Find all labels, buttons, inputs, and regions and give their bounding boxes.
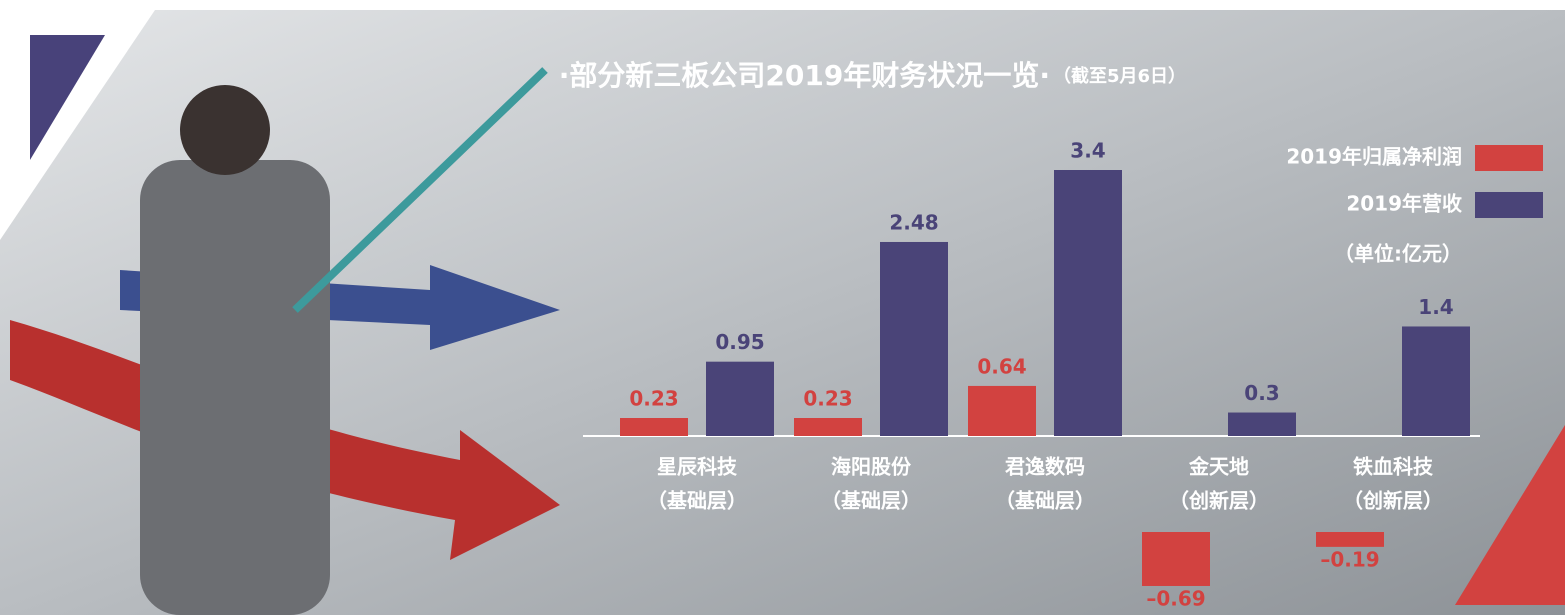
x-tick-label: 君逸数码 bbox=[1005, 455, 1085, 479]
x-tick-note: （基础层） bbox=[995, 489, 1095, 513]
bar bbox=[1228, 412, 1296, 436]
value-label: 0.23 bbox=[803, 387, 852, 411]
decor-roller bbox=[292, 67, 548, 313]
bar bbox=[794, 418, 862, 436]
value-label: 0.95 bbox=[715, 330, 764, 354]
legend-label: 2019年营收 bbox=[1346, 192, 1462, 216]
x-tick-label: 金天地 bbox=[1188, 455, 1249, 479]
chart-subtitle: （截至5月6日） bbox=[1053, 65, 1186, 87]
x-tick-note: （基础层） bbox=[821, 489, 921, 513]
bar bbox=[1142, 532, 1210, 586]
bar bbox=[1054, 170, 1122, 436]
x-tick-note: （创新层） bbox=[1169, 489, 1269, 513]
x-tick-label: 海阳股份 bbox=[831, 455, 912, 479]
value-label: 2.48 bbox=[889, 210, 938, 234]
value-label: 0.3 bbox=[1244, 381, 1279, 405]
unit-label: （单位:亿元） bbox=[1334, 242, 1462, 266]
value-label: 0.64 bbox=[977, 354, 1026, 378]
legend-swatch bbox=[1475, 145, 1543, 171]
value-label: 1.4 bbox=[1418, 295, 1453, 319]
value-label: –0.69 bbox=[1146, 586, 1205, 610]
bar bbox=[880, 241, 948, 436]
value-label: 3.4 bbox=[1070, 139, 1105, 163]
bar bbox=[620, 418, 688, 436]
x-tick-label: 铁血科技 bbox=[1353, 455, 1434, 479]
x-tick-note: （创新层） bbox=[1343, 489, 1443, 513]
chart-title: ·部分新三板公司2019年财务状况一览· bbox=[559, 59, 1050, 92]
decor-triangle bbox=[30, 35, 105, 160]
decor-figure bbox=[180, 85, 270, 175]
bar bbox=[706, 361, 774, 436]
decor-figure bbox=[140, 160, 330, 615]
legend-swatch bbox=[1475, 192, 1543, 218]
x-tick-note: （基础层） bbox=[647, 489, 747, 513]
value-label: –0.19 bbox=[1320, 547, 1379, 571]
decor-triangle bbox=[1455, 425, 1565, 605]
legend-label: 2019年归属净利润 bbox=[1286, 145, 1462, 169]
bar bbox=[1402, 326, 1470, 436]
value-label: 0.23 bbox=[629, 387, 678, 411]
bar bbox=[1316, 532, 1384, 547]
x-tick-label: 星辰科技 bbox=[657, 455, 738, 479]
bar bbox=[968, 385, 1036, 436]
